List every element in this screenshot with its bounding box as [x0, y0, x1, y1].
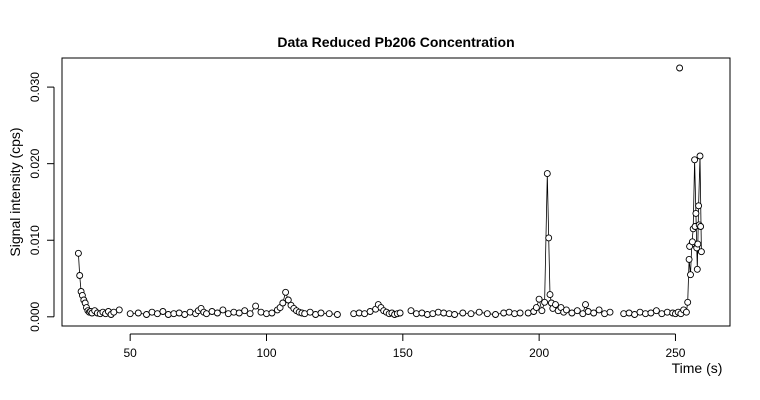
data-point	[407, 307, 415, 315]
data-point	[652, 307, 660, 315]
data-point	[134, 309, 142, 317]
chart-title: Data Reduced Pb206 Concentration	[277, 34, 514, 50]
series-layer	[74, 64, 705, 318]
data-point	[562, 306, 570, 314]
data-point	[697, 223, 705, 230]
data-point	[317, 309, 325, 317]
data-point	[252, 302, 260, 310]
data-point	[695, 202, 703, 210]
data-point	[511, 310, 519, 318]
data-point	[492, 311, 499, 318]
x-tick-label: 50	[123, 346, 137, 360]
data-point	[164, 311, 172, 318]
data-point	[325, 310, 333, 318]
data-point	[451, 311, 459, 318]
x-tick-label: 250	[665, 346, 685, 360]
data-point	[126, 310, 134, 318]
data-point	[282, 288, 290, 296]
x-axis: 50 100 150 200 250	[123, 333, 686, 360]
y-tick-label: 0.000	[28, 301, 42, 331]
data-point	[684, 298, 692, 306]
data-point	[241, 307, 249, 315]
data-point	[115, 306, 123, 314]
data-point	[213, 309, 221, 317]
data-point	[333, 311, 341, 318]
data-point	[535, 295, 543, 303]
data-point	[418, 309, 426, 317]
data-point	[175, 309, 183, 317]
data-point	[74, 249, 82, 257]
series-line	[528, 173, 611, 315]
data-point	[590, 309, 598, 317]
data-point	[685, 255, 693, 263]
data-point	[76, 272, 84, 279]
data-point	[224, 310, 232, 318]
data-point	[516, 309, 524, 317]
data-point	[546, 291, 554, 299]
data-point	[412, 310, 420, 318]
data-point	[682, 308, 690, 316]
data-point	[219, 306, 227, 314]
data-point	[467, 310, 475, 318]
data-point	[676, 64, 684, 72]
data-point	[268, 309, 276, 317]
data-point	[694, 240, 702, 248]
x-tick-label: 150	[393, 346, 413, 360]
data-point	[159, 308, 167, 315]
data-point	[500, 309, 508, 317]
x-tick-label: 100	[256, 346, 276, 360]
data-point	[541, 298, 549, 306]
y-tick-label: 0.020	[28, 148, 42, 178]
x-tick-label: 200	[529, 346, 549, 360]
data-point	[475, 308, 483, 316]
data-point	[552, 301, 559, 309]
y-tick-label: 0.010	[28, 225, 42, 255]
data-point	[483, 310, 491, 318]
data-point	[687, 271, 694, 279]
data-point	[524, 309, 532, 317]
data-point	[396, 309, 404, 317]
data-point	[691, 156, 699, 164]
data-point	[186, 308, 194, 316]
data-point	[696, 152, 704, 160]
data-point	[459, 309, 467, 317]
data-point	[284, 296, 292, 304]
y-axis-label: Signal intensity (cps)	[7, 127, 23, 256]
data-point	[429, 310, 437, 318]
y-axis: 0.000 0.010 0.020 0.030	[28, 72, 55, 332]
data-point	[543, 170, 551, 178]
data-point	[582, 301, 589, 309]
data-point	[350, 310, 358, 318]
data-point	[692, 209, 700, 217]
y-tick-label: 0.030	[28, 72, 42, 102]
data-point	[584, 308, 592, 315]
data-point	[693, 265, 701, 273]
data-point	[697, 248, 705, 256]
data-point	[246, 310, 254, 318]
data-point	[625, 309, 633, 317]
data-point	[606, 308, 614, 316]
data-point	[532, 304, 540, 312]
x-axis-label: Time (s)	[672, 360, 723, 376]
data-point	[658, 310, 666, 318]
plot-area-frame	[61, 57, 731, 327]
data-point	[636, 308, 644, 316]
data-point	[595, 306, 603, 314]
data-point	[545, 234, 553, 242]
data-point	[573, 307, 581, 315]
data-point	[440, 309, 448, 317]
data-point	[279, 299, 287, 307]
data-point	[257, 308, 265, 316]
series-line	[623, 155, 702, 315]
data-point	[538, 307, 546, 315]
